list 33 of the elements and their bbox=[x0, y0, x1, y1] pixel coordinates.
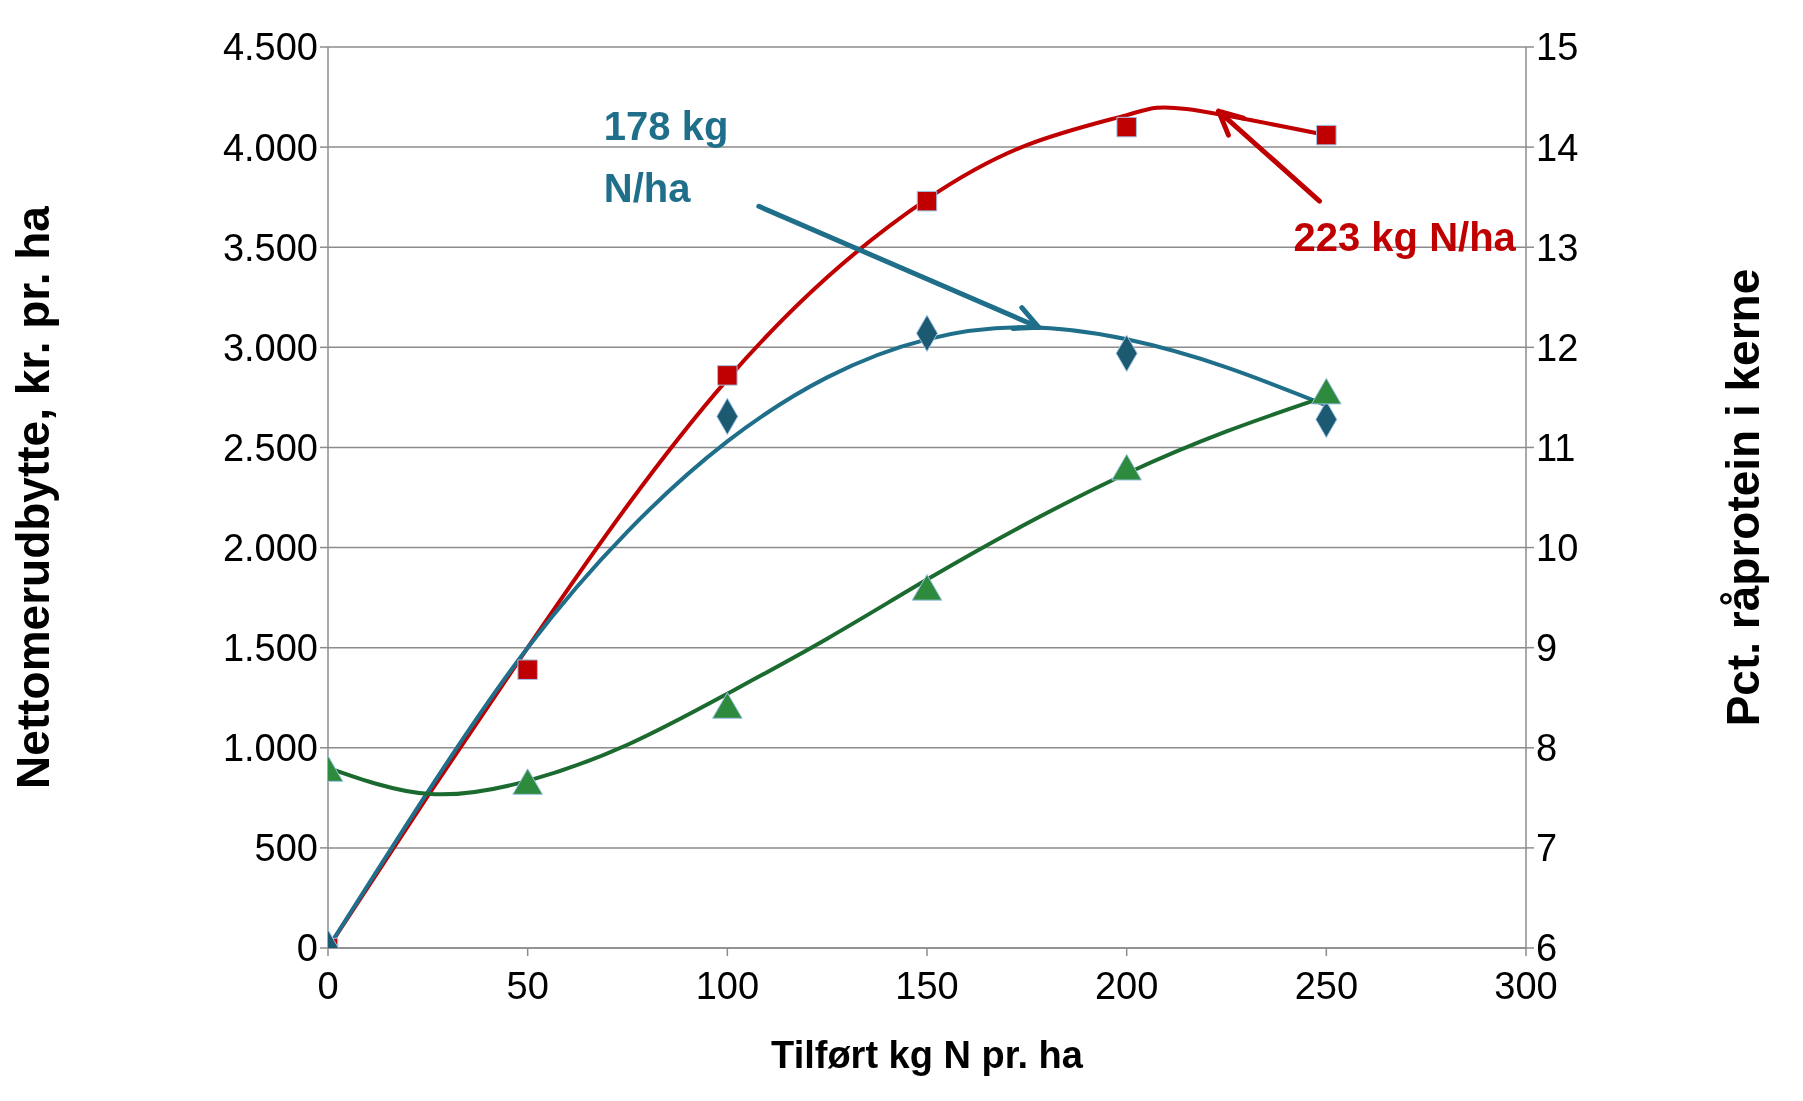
y2-tick-label: 14 bbox=[1536, 126, 1579, 169]
point bbox=[1116, 116, 1137, 138]
y-tick-label: 0 bbox=[296, 927, 318, 970]
x-tick-label: 50 bbox=[506, 964, 549, 1007]
annotation: 223 kg N/ha bbox=[1293, 215, 1516, 260]
y2-tick-label: 8 bbox=[1536, 727, 1558, 770]
y-tick-label: 1.000 bbox=[222, 727, 318, 770]
x-tick-label: 200 bbox=[1094, 964, 1159, 1007]
y2-tick-label: 15 bbox=[1536, 26, 1579, 69]
y2-tick-label: 13 bbox=[1536, 226, 1579, 269]
y-tick-label: 1.500 bbox=[222, 627, 318, 670]
y2-tick-label: 7 bbox=[1536, 827, 1558, 870]
y-tick-label: 3.000 bbox=[222, 326, 318, 369]
x-axis-title: Tilført kg N pr. ha bbox=[771, 1034, 1084, 1076]
x-tick-label: 150 bbox=[895, 964, 959, 1007]
y-tick-label: 4.000 bbox=[222, 126, 318, 169]
x-tick-label: 100 bbox=[695, 964, 760, 1007]
y2-tick-label: 11 bbox=[1536, 426, 1576, 469]
x-tick-label: 250 bbox=[1294, 964, 1359, 1007]
annotation: 178 kg N/ha bbox=[603, 103, 730, 213]
y-tick-label: 2.500 bbox=[222, 426, 318, 469]
y2-tick-label: 9 bbox=[1536, 627, 1558, 670]
y2-tick-label: 10 bbox=[1536, 527, 1579, 570]
y-tick-label: 3.500 bbox=[222, 226, 318, 269]
y-axis-title: Nettomerudbytte, kr. pr. ha bbox=[7, 205, 60, 789]
point bbox=[916, 190, 938, 212]
y2-axis-title: Pct. råprotein i kerne bbox=[1717, 268, 1770, 727]
point bbox=[717, 365, 738, 386]
y2-tick-label: 12 bbox=[1536, 326, 1579, 369]
point bbox=[1316, 124, 1337, 146]
y-tick-label: 4.500 bbox=[222, 26, 318, 69]
y-tick-label: 500 bbox=[254, 827, 318, 870]
y-tick-label: 2.000 bbox=[222, 527, 318, 570]
